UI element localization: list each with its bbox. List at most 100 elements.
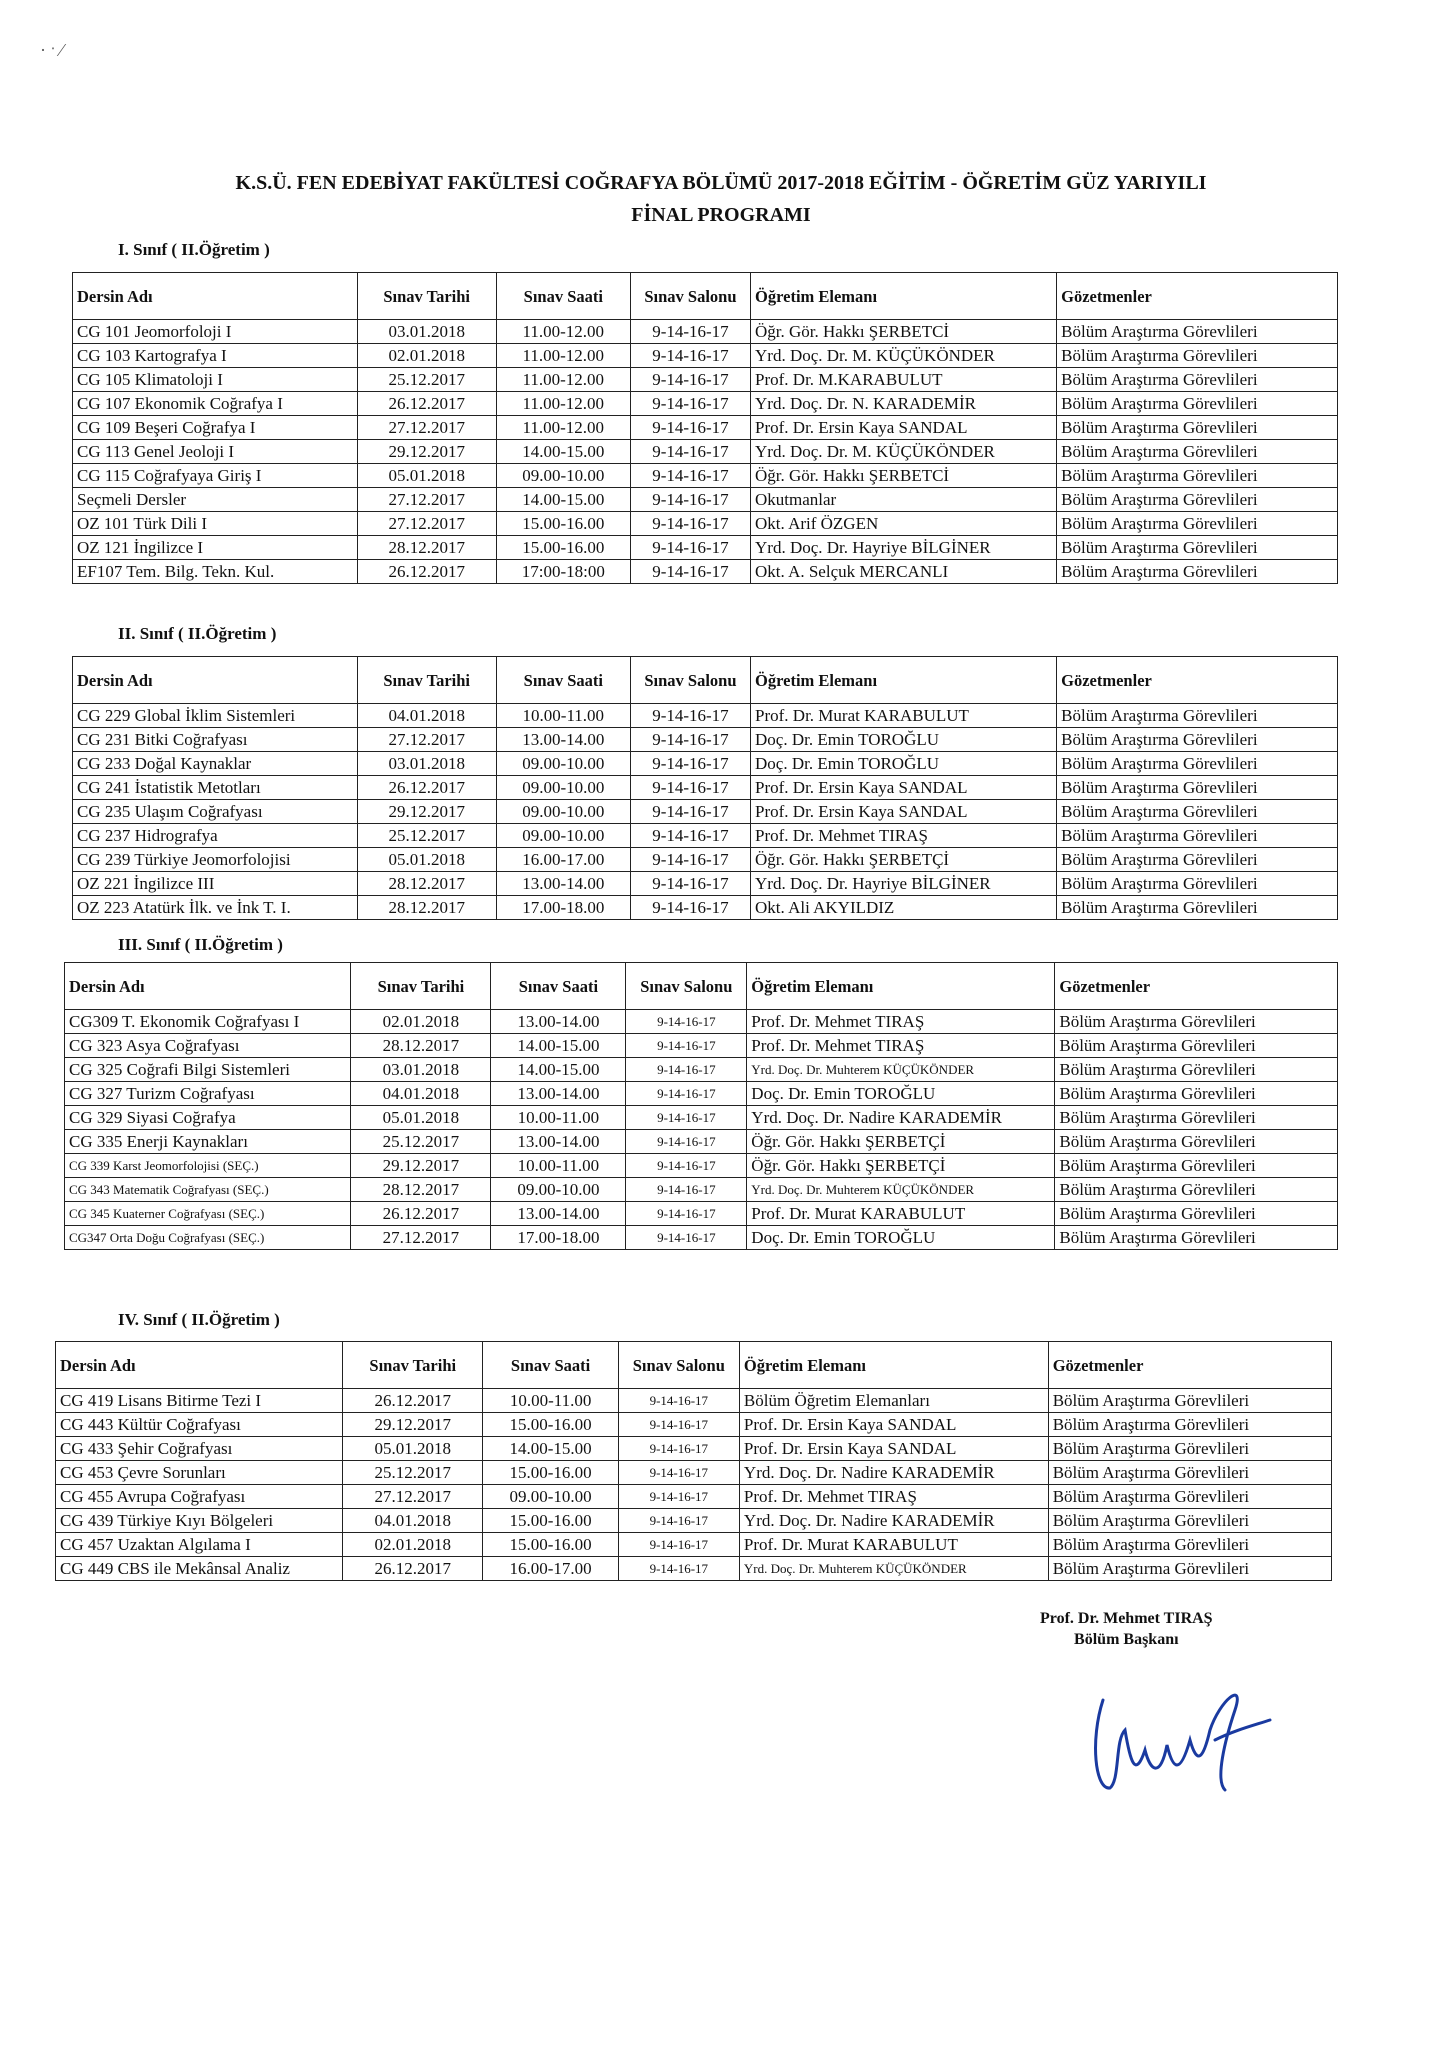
exam-time: 13.00-14.00: [490, 1009, 627, 1034]
exam-room: 9-14-16-17: [629, 343, 752, 368]
exam-room: 9-14-16-17: [629, 367, 752, 392]
instructor: Doç. Dr. Emin TOROĞLU: [746, 1081, 1056, 1106]
course-name: CG 325 Coğrafi Bilgi Sistemleri: [63, 1057, 352, 1082]
exam-room: 9-14-16-17: [629, 799, 752, 824]
column-header: Dersin Adı: [72, 656, 358, 704]
column-header: Dersin Adı: [63, 962, 352, 1010]
proctors: Bölüm Araştırma Görevlileri: [1047, 1508, 1333, 1533]
exam-date: 26.12.2017: [342, 1388, 484, 1413]
table-row: CG 419 Lisans Bitirme Tezi I 26.12.2017 10…: [54, 1388, 1333, 1413]
instructor: Doç. Dr. Emin TOROĞLU: [746, 1225, 1056, 1250]
exam-time: 10.00-11.00: [495, 703, 631, 728]
course-name: CG 345 Kuaterner Coğrafyası (SEÇ.): [63, 1201, 352, 1226]
exam-room: 9-14-16-17: [625, 1177, 748, 1202]
instructor: Öğr. Gör. Hakkı ŞERBETCİ: [750, 463, 1058, 488]
exam-room: 9-14-16-17: [625, 1057, 748, 1082]
course-name: CG 235 Ulaşım Coğrafyası: [72, 799, 358, 824]
course-name: CG 237 Hidrografya: [72, 823, 358, 848]
proctors: Bölüm Araştırma Görevlileri: [1047, 1436, 1333, 1461]
exam-date: 25.12.2017: [342, 1460, 484, 1485]
header-row: Dersin Adı Sınav Tarihi Sınav Saati Sınav S…: [72, 656, 1338, 704]
column-header: Gözetmenler: [1047, 1341, 1333, 1389]
exam-room: 9-14-16-17: [625, 1081, 748, 1106]
table-row: Seçmeli Dersler 27.12.2017 14.00-15.00 9-14…: [72, 487, 1338, 512]
table-row: CG 239 Türkiye Jeomorfolojisi 05.01.2018 1…: [72, 847, 1338, 872]
instructor: Öğr. Gör. Hakkı ŞERBETÇİ: [746, 1153, 1056, 1178]
exam-room: 9-14-16-17: [625, 1009, 748, 1034]
instructor: Prof. Dr. Ersin Kaya SANDAL: [750, 775, 1058, 800]
proctors: Bölüm Araştırma Görevlileri: [1054, 1129, 1338, 1154]
proctors: Bölüm Araştırma Görevlileri: [1054, 1009, 1338, 1034]
course-name: OZ 221 İngilizce III: [72, 871, 358, 896]
exam-date: 29.12.2017: [350, 1153, 492, 1178]
exam-date: 02.01.2018: [356, 343, 497, 368]
proctors: Bölüm Araştırma Görevlileri: [1056, 367, 1338, 392]
proctors: Bölüm Araştırma Görevlileri: [1056, 823, 1338, 848]
exam-room: 9-14-16-17: [629, 871, 752, 896]
signatory-name: Prof. Dr. Mehmet TIRAŞ: [1040, 1610, 1213, 1627]
instructor: Bölüm Öğretim Elemanları: [738, 1388, 1049, 1413]
table-row: CG 233 Doğal Kaynaklar 03.01.2018 09.00-10…: [72, 751, 1338, 776]
exam-date: 03.01.2018: [356, 319, 497, 344]
exam-room: 9-14-16-17: [625, 1105, 748, 1130]
exam-room: 9-14-16-17: [629, 487, 752, 512]
proctors: Bölüm Araştırma Görevlileri: [1056, 559, 1338, 584]
proctors: Bölüm Araştırma Görevlileri: [1047, 1460, 1333, 1485]
table-row: CG 335 Enerji Kaynakları 25.12.2017 13.00-…: [63, 1129, 1338, 1154]
course-name: CG 229 Global İklim Sistemleri: [72, 703, 358, 728]
exam-time: 14.00-15.00: [490, 1033, 627, 1058]
handwritten-signature: [1094, 1693, 1272, 1792]
exam-date: 28.12.2017: [356, 895, 497, 920]
exam-room: 9-14-16-17: [617, 1436, 740, 1461]
table-row: CG 241 İstatistik Metotları 26.12.2017 09.…: [72, 775, 1338, 800]
exam-room: 9-14-16-17: [629, 439, 752, 464]
exam-date: 03.01.2018: [350, 1057, 492, 1082]
table-row: CG 433 Şehir Coğrafyası 05.01.2018 14.00-1…: [54, 1436, 1333, 1461]
table-row: CG 109 Beşeri Coğrafya I 27.12.2017 11.00-…: [72, 415, 1338, 440]
table-row: CG 345 Kuaterner Coğrafyası (SEÇ.) 26.12.…: [63, 1201, 1338, 1226]
exam-time: 14.00-15.00: [482, 1436, 619, 1461]
table-row: CG 237 Hidrografya 25.12.2017 09.00-10.00 9…: [72, 823, 1338, 848]
exam-date: 02.01.2018: [342, 1532, 484, 1557]
exam-room: 9-14-16-17: [625, 1033, 748, 1058]
table-row: CG 235 Ulaşım Coğrafyası 29.12.2017 09.00-…: [72, 799, 1338, 824]
column-header: Gözetmenler: [1054, 962, 1338, 1010]
exam-time: 11.00-12.00: [495, 391, 631, 416]
column-header: Sınav Salonu: [629, 272, 752, 320]
scan-mark: · ˑ ⁄: [40, 40, 64, 60]
exam-date: 05.01.2018: [356, 847, 497, 872]
proctors: Bölüm Araştırma Görevlileri: [1056, 511, 1338, 536]
exam-room: 9-14-16-17: [617, 1532, 740, 1557]
course-name: CG 449 CBS ile Mekânsal Analiz: [54, 1556, 344, 1581]
instructor: Prof. Dr. Ersin Kaya SANDAL: [750, 799, 1058, 824]
course-name: CG 327 Turizm Coğrafyası: [63, 1081, 352, 1106]
table-row: CG 453 Çevre Sorunları 25.12.2017 15.00-16…: [54, 1460, 1333, 1485]
exam-date: 28.12.2017: [350, 1033, 492, 1058]
proctors: Bölüm Araştırma Görevlileri: [1047, 1556, 1333, 1581]
exam-date: 26.12.2017: [356, 559, 497, 584]
instructor: Okt. A. Selçuk MERCANLI: [750, 559, 1058, 584]
column-header: Sınav Salonu: [625, 962, 748, 1010]
exam-time: 13.00-14.00: [490, 1129, 627, 1154]
table-row: CG 325 Coğrafi Bilgi Sistemleri 03.01.201…: [63, 1057, 1338, 1082]
table-row: CG 443 Kültür Coğrafyası 29.12.2017 15.00-…: [54, 1412, 1333, 1437]
instructor: Prof. Dr. Ersin Kaya SANDAL: [738, 1436, 1049, 1461]
instructor: Öğr. Gör. Hakkı ŞERBETCİ: [750, 319, 1058, 344]
exam-room: 9-14-16-17: [625, 1201, 748, 1226]
course-name: CG 231 Bitki Coğrafyası: [72, 727, 358, 752]
exam-schedule-table: Dersin Adı Sınav Tarihi Sınav Saati Sınav S…: [54, 1341, 1333, 1581]
column-header: Öğretim Elemanı: [746, 962, 1056, 1010]
instructor: Okt. Ali AKYILDIZ: [750, 895, 1058, 920]
exam-room: 9-14-16-17: [629, 391, 752, 416]
exam-date: 04.01.2018: [342, 1508, 484, 1533]
column-header: Öğretim Elemanı: [738, 1341, 1049, 1389]
table-row: CG347 Orta Doğu Coğrafyası (SEÇ.) 27.12.2…: [63, 1225, 1338, 1250]
table-row: CG 327 Turizm Coğrafyası 04.01.2018 13.00-…: [63, 1081, 1338, 1106]
exam-time: 15.00-16.00: [495, 511, 631, 536]
exam-room: 9-14-16-17: [625, 1225, 748, 1250]
exam-time: 16.00-17.00: [482, 1556, 619, 1581]
proctors: Bölüm Araştırma Görevlileri: [1054, 1033, 1338, 1058]
course-name: OZ 121 İngilizce I: [72, 535, 358, 560]
instructor: Yrd. Doç. Dr. Nadire KARADEMİR: [738, 1508, 1049, 1533]
proctors: Bölüm Araştırma Görevlileri: [1056, 439, 1338, 464]
